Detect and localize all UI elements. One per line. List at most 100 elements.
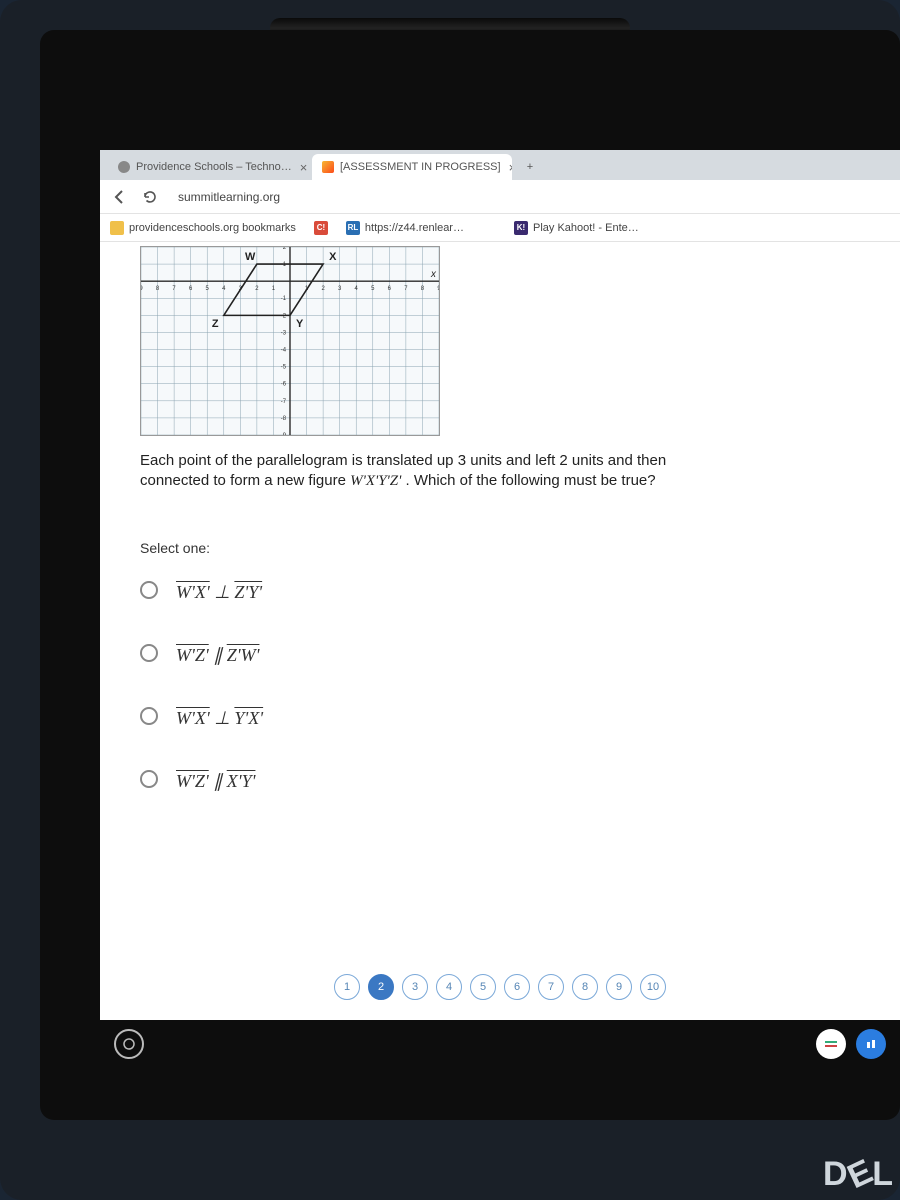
bookmark-item[interactable]: providenceschools.org bookmarks [110, 221, 296, 235]
bookmark-label: providenceschools.org bookmarks [129, 222, 296, 234]
graph-container: 987654321123456789-9-8-7-6-5-4-3-2-112xW… [140, 246, 880, 441]
bookmark-item[interactable]: C! [314, 221, 328, 235]
question-pagination: 123456789 10 [334, 974, 666, 1000]
browser-toolbar: summitlearning.org [100, 180, 900, 214]
svg-text:2: 2 [255, 286, 258, 292]
svg-text:3: 3 [338, 286, 342, 292]
page-number-7[interactable]: 7 [538, 974, 564, 1000]
svg-text:-3: -3 [281, 330, 287, 336]
os-taskbar [100, 1020, 900, 1068]
select-one-label: Select one: [140, 540, 880, 556]
svg-text:x: x [430, 269, 437, 280]
option-text: W'X' ⊥ Y'X' [176, 704, 263, 729]
svg-text:1: 1 [283, 262, 287, 268]
svg-text:2: 2 [321, 286, 324, 292]
svg-text:-2: -2 [281, 313, 286, 319]
question-line-1: Each point of the parallelogram is trans… [140, 452, 666, 469]
svg-text:6: 6 [388, 286, 392, 292]
address-bar[interactable]: summitlearning.org [170, 190, 288, 204]
question-line-2c: . Which of the following must be true? [405, 472, 655, 489]
svg-text:8: 8 [421, 286, 425, 292]
svg-text:-7: -7 [281, 399, 286, 405]
radio-button[interactable] [140, 770, 158, 788]
option-text: W'X' ⊥ Z'Y' [176, 578, 262, 603]
page-number-3[interactable]: 3 [402, 974, 428, 1000]
svg-text:-8: -8 [281, 416, 287, 422]
bookmark-icon: RL [346, 221, 360, 235]
bookmark-icon: ◐ [482, 221, 496, 235]
svg-text:2: 2 [283, 246, 286, 251]
start-button[interactable] [114, 1029, 144, 1059]
screen-bezel: Providence Schools – Techno… × [ASSESSME… [40, 30, 900, 1120]
bookmark-icon: K! [514, 221, 528, 235]
bookmark-label: https://z44.renlear… [365, 222, 464, 234]
svg-text:-4: -4 [281, 348, 287, 354]
browser-window: Providence Schools – Techno… × [ASSESSME… [100, 150, 900, 1020]
page-number-5[interactable]: 5 [470, 974, 496, 1000]
option-text: W'Z' ∥ Z'W' [176, 641, 259, 666]
page-number-6[interactable]: 6 [504, 974, 530, 1000]
question-figure-name: W'X'Y'Z' [350, 473, 401, 489]
svg-text:Z: Z [212, 318, 219, 330]
svg-text:7: 7 [404, 286, 407, 292]
dell-logo: DEL [823, 1155, 894, 1194]
radio-button[interactable] [140, 707, 158, 725]
svg-text:6: 6 [189, 286, 193, 292]
page-number-9[interactable]: 9 [606, 974, 632, 1000]
svg-text:X: X [329, 251, 337, 263]
new-tab-button[interactable]: + [520, 157, 540, 177]
bookmark-item[interactable]: ◐ [482, 221, 496, 235]
svg-text:9: 9 [437, 286, 440, 292]
coordinate-graph: 987654321123456789-9-8-7-6-5-4-3-2-112xW… [140, 246, 440, 436]
bookmark-item[interactable]: K! Play Kahoot! - Ente… [514, 221, 639, 235]
svg-text:4: 4 [355, 286, 359, 292]
close-icon[interactable]: × [300, 160, 308, 175]
answer-option[interactable]: W'X' ⊥ Y'X' [140, 704, 880, 729]
page-number-4[interactable]: 4 [436, 974, 462, 1000]
question-text: Each point of the parallelogram is trans… [140, 451, 880, 492]
svg-text:-5: -5 [281, 365, 287, 371]
svg-text:-6: -6 [281, 382, 287, 388]
reload-icon[interactable] [140, 187, 160, 207]
bookmark-label: Play Kahoot! - Ente… [533, 222, 639, 234]
svg-text:-9: -9 [281, 433, 287, 436]
favicon-generic [118, 161, 130, 173]
bookmark-icon [110, 221, 124, 235]
page-number-1[interactable]: 1 [334, 974, 360, 1000]
page-number-2[interactable]: 2 [368, 974, 394, 1000]
page-content: 987654321123456789-9-8-7-6-5-4-3-2-112xW… [100, 242, 900, 1020]
tab-assessment[interactable]: [ASSESSMENT IN PROGRESS] × [312, 154, 512, 180]
laptop-frame: Providence Schools – Techno… × [ASSESSME… [0, 0, 900, 1200]
tray-icon-2[interactable] [856, 1029, 886, 1059]
bookmark-icon: C! [314, 221, 328, 235]
answer-option[interactable]: W'X' ⊥ Z'Y' [140, 578, 880, 603]
svg-text:8: 8 [156, 286, 160, 292]
tab-providence[interactable]: Providence Schools – Techno… × [108, 154, 308, 180]
favicon-assessment [322, 161, 334, 173]
back-icon[interactable] [110, 187, 130, 207]
page-number-8[interactable]: 8 [572, 974, 598, 1000]
radio-button[interactable] [140, 581, 158, 599]
svg-text:Y: Y [296, 318, 304, 330]
answer-option[interactable]: W'Z' ∥ Z'W' [140, 641, 880, 666]
bookmarks-bar: providenceschools.org bookmarks C! RL https… [100, 214, 900, 242]
svg-text:9: 9 [140, 286, 143, 292]
page-number-10[interactable]: 10 [640, 974, 666, 1000]
tab-label: Providence Schools – Techno… [136, 161, 292, 173]
svg-text:5: 5 [371, 286, 375, 292]
tab-strip: Providence Schools – Techno… × [ASSESSME… [100, 150, 900, 180]
svg-text:-1: -1 [281, 296, 287, 302]
svg-text:1: 1 [272, 286, 276, 292]
svg-text:7: 7 [172, 286, 175, 292]
tab-label: [ASSESSMENT IN PROGRESS] [340, 161, 501, 173]
close-icon[interactable]: × [509, 160, 512, 175]
answer-option[interactable]: W'Z' ∥ X'Y' [140, 767, 880, 792]
option-text: W'Z' ∥ X'Y' [176, 767, 255, 792]
svg-text:4: 4 [222, 286, 226, 292]
system-tray [816, 1029, 886, 1059]
question-line-2a: connected to form a new figure [140, 472, 350, 489]
radio-button[interactable] [140, 644, 158, 662]
answer-options: W'X' ⊥ Z'Y' W'Z' ∥ Z'W' W'X' ⊥ Y'X' W'Z' ∥ … [140, 578, 880, 792]
bookmark-item[interactable]: RL https://z44.renlear… [346, 221, 464, 235]
tray-icon-1[interactable] [816, 1029, 846, 1059]
